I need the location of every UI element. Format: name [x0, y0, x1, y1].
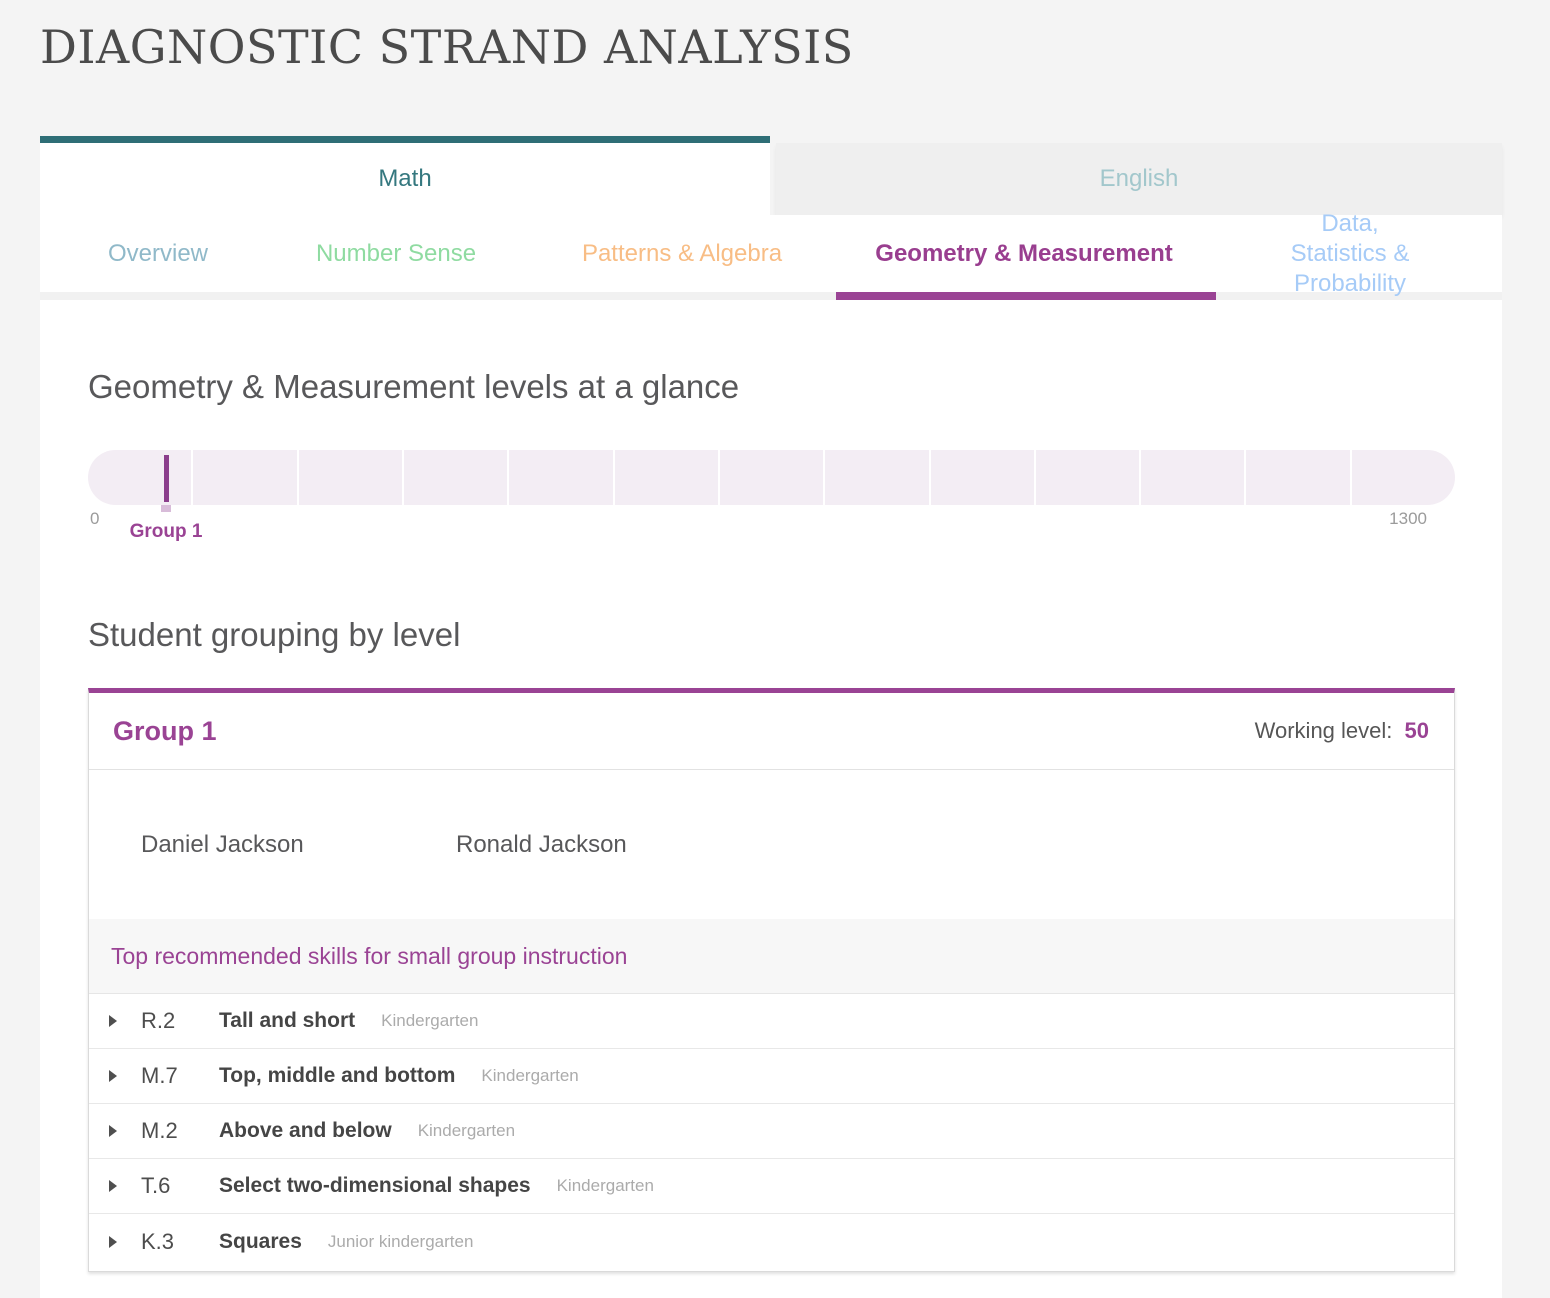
expand-caret-icon[interactable]	[109, 1015, 117, 1027]
level-bar-segment	[1352, 450, 1455, 505]
levels-at-a-glance-heading: Geometry & Measurement levels at a glanc…	[88, 368, 740, 405]
level-bar-segment	[1036, 450, 1142, 505]
group-1-level-marker-base	[161, 505, 171, 512]
skill-row[interactable]: M.2 Above and below Kindergarten	[89, 1104, 1454, 1159]
skill-code: K.3	[141, 1228, 175, 1254]
axis-max-label: 1300	[1389, 509, 1427, 528]
group-1-marker-label[interactable]: Group 1	[129, 521, 203, 542]
skill-row[interactable]: M.7 Top, middle and bottom Kindergarten	[89, 1049, 1454, 1104]
level-bar-segment	[720, 450, 826, 505]
skill-code: M.7	[141, 1063, 178, 1088]
expand-caret-icon[interactable]	[109, 1125, 117, 1137]
skill-row[interactable]: K.3 Squares Junior kindergarten	[89, 1214, 1454, 1269]
strand-tab-overview[interactable]: Overview	[107, 239, 209, 267]
tab-math[interactable]: Math	[40, 136, 770, 215]
subject-tab-bar: Math English	[40, 136, 1502, 215]
tab-english[interactable]: English	[776, 143, 1502, 215]
main-panel: Geometry & Measurement levels at a glanc…	[40, 300, 1502, 1298]
page-title: DIAGNOSTIC STRAND ANALYSIS	[40, 20, 854, 74]
student-grouping-heading: Student grouping by level	[88, 616, 461, 653]
skill-name: Select two-dimensional shapes	[219, 1174, 531, 1197]
group-1-level-marker[interactable]	[164, 455, 169, 502]
strand-tab-geometry-measurement[interactable]: Geometry & Measurement	[875, 239, 1173, 267]
level-bar-segment	[404, 450, 510, 505]
skill-name: Squares	[219, 1229, 302, 1253]
working-level-value: 50	[1404, 718, 1429, 743]
skill-code: R.2	[141, 1008, 176, 1033]
level-bar-segment	[825, 450, 931, 505]
skill-grade-label: Kindergarten	[481, 1066, 579, 1085]
skill-code: M.2	[141, 1118, 178, 1143]
skill-grade-label: Kindergarten	[381, 1011, 479, 1030]
student-list: Daniel Jackson Ronald Jackson	[89, 770, 1454, 919]
recommended-skills-heading: Top recommended skills for small group i…	[89, 919, 1454, 994]
level-bar-segment	[193, 450, 299, 505]
skill-row[interactable]: T.6 Select two-dimensional shapes Kinderga…	[89, 1159, 1454, 1214]
working-level: Working level: 50	[1255, 718, 1429, 744]
level-scale-bar	[88, 450, 1455, 505]
level-bar-segment	[931, 450, 1036, 505]
strand-tab-patterns-algebra[interactable]: Patterns & Algebra	[581, 239, 783, 267]
expand-caret-icon[interactable]	[109, 1235, 117, 1248]
content-area: Math English Overview Number Sense Pattern…	[40, 136, 1502, 1298]
skill-grade-label: Junior kindergarten	[327, 1231, 474, 1251]
level-bar-segment	[1246, 450, 1352, 505]
level-bar-segment	[88, 450, 194, 505]
level-bar-segment	[509, 450, 615, 505]
skill-grade-label: Kindergarten	[417, 1121, 516, 1140]
skill-list: R.2 Tall and short Kindergarten M.7 Top, mid…	[89, 994, 1454, 1269]
tab-math-label: Math	[378, 165, 432, 192]
skill-code: T.6	[141, 1173, 171, 1198]
skill-row[interactable]: R.2 Tall and short Kindergarten	[89, 994, 1454, 1049]
level-bar-segment	[615, 450, 720, 505]
student-name: Daniel Jackson	[141, 830, 304, 858]
tab-english-label: English	[1099, 165, 1179, 192]
group-1-card: Group 1 Working level: 50 Daniel Jackson…	[88, 688, 1455, 1272]
strand-tab-bar: Overview Number Sense Patterns & Algebra Ge…	[40, 209, 1502, 300]
active-strand-indicator	[836, 292, 1216, 300]
strand-tab-number-sense[interactable]: Number Sense	[315, 239, 477, 267]
strand-tab-bar-baseline	[40, 292, 1502, 300]
skill-grade-label: Kindergarten	[556, 1176, 654, 1195]
skill-name: Top, middle and bottom	[219, 1064, 456, 1087]
level-bar-segment	[1141, 450, 1247, 505]
strand-tab-data-statistics-probability[interactable]: Data, Statistics & Probability	[1290, 209, 1410, 297]
expand-caret-icon[interactable]	[109, 1070, 117, 1082]
level-bar-segment	[299, 450, 404, 505]
expand-caret-icon[interactable]	[109, 1180, 117, 1192]
student-name: Ronald Jackson	[456, 830, 627, 858]
skill-name: Tall and short	[219, 1009, 356, 1032]
axis-min-label: 0	[90, 509, 100, 528]
skill-name: Above and below	[219, 1119, 392, 1142]
group-card-header: Group 1 Working level: 50	[89, 693, 1454, 770]
group-name: Group 1	[113, 715, 217, 746]
working-level-label: Working level:	[1254, 718, 1393, 743]
